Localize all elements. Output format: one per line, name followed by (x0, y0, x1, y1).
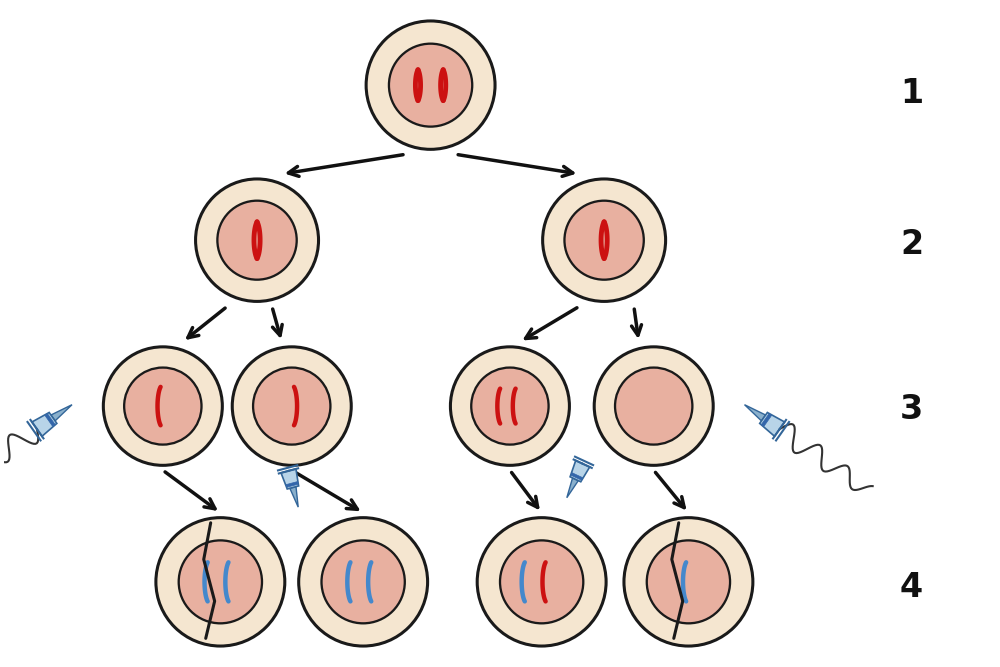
Polygon shape (32, 412, 57, 436)
Polygon shape (570, 460, 590, 482)
Ellipse shape (322, 540, 405, 624)
Ellipse shape (232, 347, 351, 466)
Ellipse shape (389, 43, 472, 127)
Polygon shape (281, 469, 299, 489)
Text: 2: 2 (900, 228, 923, 261)
Text: 3: 3 (900, 393, 923, 426)
Ellipse shape (103, 347, 222, 466)
Polygon shape (290, 487, 298, 507)
Ellipse shape (124, 368, 202, 445)
Text: 1: 1 (900, 77, 923, 109)
Text: 4: 4 (900, 570, 923, 604)
Ellipse shape (500, 540, 583, 624)
Ellipse shape (543, 179, 666, 301)
Ellipse shape (564, 201, 644, 279)
Ellipse shape (615, 368, 692, 445)
Polygon shape (745, 405, 766, 421)
Ellipse shape (594, 347, 713, 466)
Ellipse shape (366, 21, 495, 149)
Ellipse shape (647, 540, 730, 624)
Ellipse shape (450, 347, 569, 466)
Ellipse shape (196, 179, 319, 301)
Polygon shape (761, 414, 772, 426)
Polygon shape (45, 414, 55, 426)
Polygon shape (760, 412, 785, 436)
Polygon shape (286, 482, 298, 488)
Ellipse shape (156, 518, 285, 646)
Ellipse shape (179, 540, 262, 624)
Polygon shape (51, 405, 72, 421)
Ellipse shape (624, 518, 753, 646)
Ellipse shape (299, 518, 428, 646)
Ellipse shape (477, 518, 606, 646)
Polygon shape (571, 473, 583, 480)
Ellipse shape (217, 201, 297, 279)
Polygon shape (567, 478, 578, 498)
Ellipse shape (253, 368, 330, 445)
Ellipse shape (471, 368, 549, 445)
